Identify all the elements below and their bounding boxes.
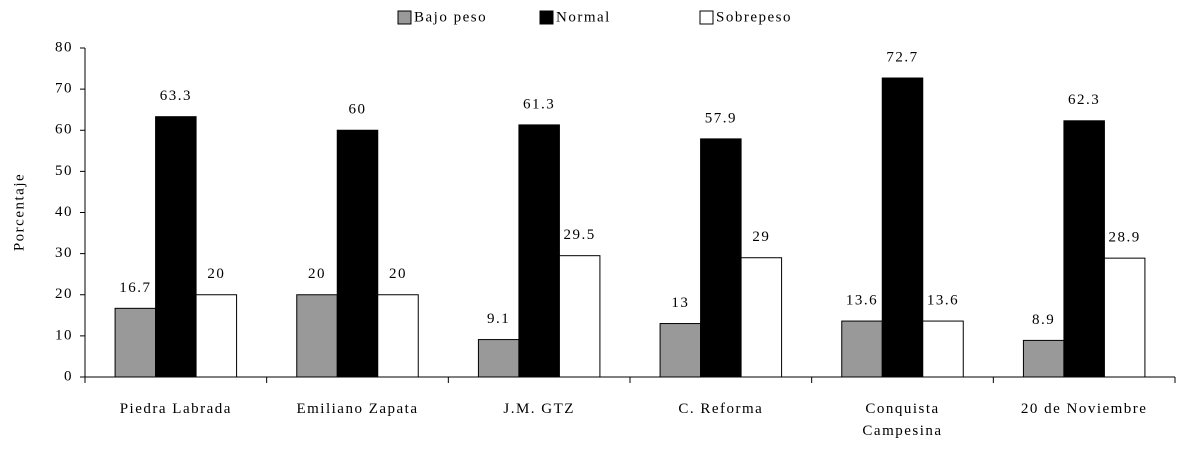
x-tick-label: Emiliano Zapata: [296, 401, 419, 417]
legend-label: Normal: [556, 9, 611, 25]
data-label: 62.3: [1068, 92, 1100, 108]
legend-swatch: [699, 10, 714, 25]
bar: [155, 116, 197, 378]
bar: [922, 320, 964, 378]
bar: [700, 138, 742, 378]
data-label: 29: [752, 229, 770, 245]
bar: [296, 294, 338, 378]
data-label: 13.6: [846, 293, 878, 309]
data-label: 8.9: [1032, 312, 1055, 328]
data-label: 16.7: [119, 280, 151, 296]
y-tick-label: 20: [55, 286, 73, 302]
y-tick-label: 80: [55, 39, 73, 55]
bar: [114, 307, 157, 378]
legend-label: Sobrepeso: [716, 9, 792, 25]
y-tick-label: 70: [55, 81, 73, 97]
y-tick-label: 0: [64, 368, 73, 384]
data-label: 63.3: [160, 88, 192, 104]
bar: [195, 294, 238, 378]
x-tick-label: J.M. GTZ: [503, 401, 575, 417]
bar: [336, 129, 379, 378]
bar: [558, 255, 601, 378]
bar: [881, 77, 924, 378]
y-tick-label: 60: [55, 122, 73, 138]
bar: [841, 320, 883, 378]
bar: [377, 294, 419, 378]
x-tick-label: C. Reforma: [678, 401, 764, 417]
x-tick-label: 20 de Noviembre: [1020, 401, 1148, 417]
y-tick-label: 40: [55, 204, 73, 220]
y-axis-label: Porcentaje: [11, 173, 27, 251]
data-label: 9.1: [487, 311, 510, 327]
data-label: 13: [671, 295, 689, 311]
y-tick-label: 10: [55, 327, 73, 343]
x-tick-label: Piedra Labrada: [119, 401, 232, 417]
bar: [518, 124, 560, 378]
x-tick-label: Conquista Campesina: [862, 401, 943, 439]
bar: [659, 323, 702, 378]
bar: [477, 339, 520, 378]
bar: [1103, 257, 1146, 378]
legend-label: Bajo peso: [414, 9, 487, 25]
data-label: 20: [207, 266, 225, 282]
bar: [1022, 339, 1065, 378]
data-label: 28.9: [1109, 230, 1141, 246]
y-tick-label: 50: [55, 163, 73, 179]
bar: [1063, 120, 1105, 378]
data-label: 72.7: [886, 49, 918, 65]
data-label: 20: [308, 266, 326, 282]
data-label: 13.6: [927, 293, 959, 309]
bar: [740, 257, 783, 378]
data-label: 20: [389, 266, 407, 282]
data-label: 29.5: [564, 227, 596, 243]
data-label: 57.9: [705, 110, 737, 126]
y-tick-label: 30: [55, 245, 73, 261]
legend-swatch: [539, 10, 554, 25]
data-label: 60: [349, 102, 367, 118]
legend-swatch: [397, 10, 412, 25]
data-label: 61.3: [523, 96, 555, 112]
